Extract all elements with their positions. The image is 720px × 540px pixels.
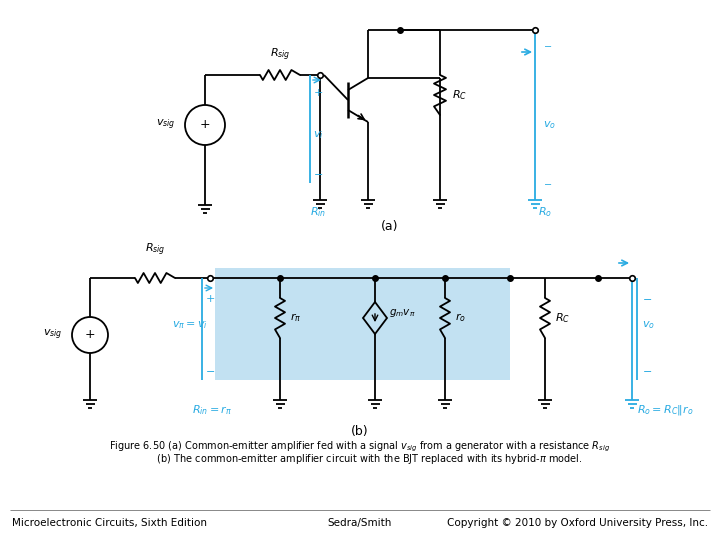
- Text: $R_{in}=r_{\pi}$: $R_{in}=r_{\pi}$: [192, 403, 232, 417]
- Text: (b): (b): [351, 425, 369, 438]
- Text: $R_o=R_C\|r_o$: $R_o=R_C\|r_o$: [637, 403, 693, 417]
- Text: $v_{sig}$: $v_{sig}$: [42, 328, 62, 342]
- Text: $-$: $-$: [642, 293, 652, 303]
- Text: (b) The common-emitter amplifier circuit with the BJT replaced with its hybrid-$: (b) The common-emitter amplifier circuit…: [138, 452, 582, 466]
- Text: Sedra/Smith: Sedra/Smith: [328, 518, 392, 528]
- Text: $r_{\pi}$: $r_{\pi}$: [290, 312, 302, 325]
- Text: $R_{in}$: $R_{in}$: [310, 205, 326, 219]
- Text: $R_{sig}$: $R_{sig}$: [270, 46, 290, 63]
- Text: (a): (a): [382, 220, 399, 233]
- Text: $v_{sig}$: $v_{sig}$: [156, 118, 175, 132]
- Text: $v_o$: $v_o$: [642, 319, 655, 331]
- Text: $R_{sig}$: $R_{sig}$: [145, 241, 166, 258]
- Text: $-$: $-$: [642, 365, 652, 375]
- Text: $-$: $-$: [543, 40, 552, 50]
- Text: Microelectronic Circuits, Sixth Edition: Microelectronic Circuits, Sixth Edition: [12, 518, 207, 528]
- Text: Copyright © 2010 by Oxford University Press, Inc.: Copyright © 2010 by Oxford University Pr…: [447, 518, 708, 528]
- Text: $R_C$: $R_C$: [452, 88, 467, 102]
- Bar: [215, 268, 510, 380]
- Text: $v_o$: $v_o$: [543, 119, 556, 131]
- Text: $r_o$: $r_o$: [455, 312, 466, 325]
- Text: +: +: [85, 328, 95, 341]
- Text: $R_C$: $R_C$: [555, 311, 570, 325]
- Text: $v_{\pi}=v_i$: $v_{\pi}=v_i$: [172, 319, 208, 331]
- Text: $g_m v_{\pi}$: $g_m v_{\pi}$: [389, 307, 415, 319]
- Text: Figure 6.50 (a) Common-emitter amplifier fed with a signal $v_{sig}$ from a gene: Figure 6.50 (a) Common-emitter amplifier…: [109, 440, 611, 454]
- Text: $+$: $+$: [313, 87, 323, 98]
- Text: $R_o$: $R_o$: [538, 205, 552, 219]
- Text: $-$: $-$: [313, 168, 323, 178]
- Text: $-$: $-$: [543, 178, 552, 188]
- Text: $v_i$: $v_i$: [313, 129, 324, 141]
- Text: $-$: $-$: [205, 365, 215, 375]
- Text: $+$: $+$: [205, 293, 215, 304]
- Text: +: +: [199, 118, 210, 132]
